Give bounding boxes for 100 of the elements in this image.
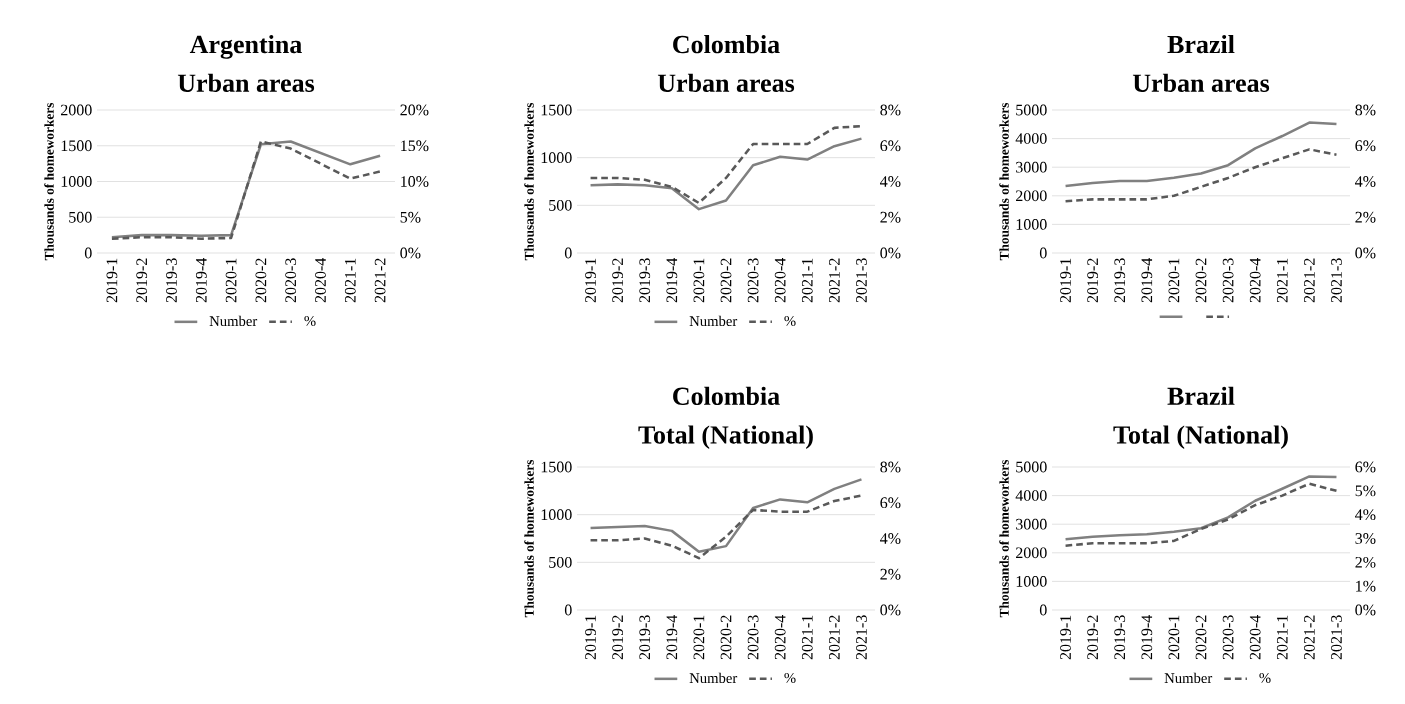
x-tick-label: 2020-2 (255, 258, 267, 303)
legend-label: Number (209, 315, 258, 327)
y-tick-label: 1000 (541, 509, 572, 521)
y-axis-title: Thousands of homeworkers (524, 459, 534, 618)
legend-label: % (784, 672, 796, 683)
x-tick-label: 2020-4 (315, 257, 326, 303)
chart-subtitle: Total (National) (638, 425, 813, 449)
y2-tick-label: 0% (1355, 604, 1376, 616)
legend-label: Number (1164, 672, 1213, 684)
y2-tick-label: 0% (400, 247, 421, 259)
x-tick-label: 2021-3 (1331, 258, 1342, 303)
x-tick-label: 2020-2 (1195, 258, 1207, 303)
line-series (589, 478, 863, 554)
x-tick-label: 2021-1 (344, 258, 356, 303)
legend-label: % (304, 315, 316, 326)
chart-title: Colombia (673, 386, 780, 406)
y-tick-label: 1500 (61, 140, 92, 152)
x-tick-label: 2019-1 (585, 615, 596, 660)
x-tick-label: 2021-2 (374, 258, 386, 303)
chart-title: Argentina (189, 35, 302, 59)
y2-tick-label: 8% (880, 104, 901, 116)
x-tick-label: 2021-2 (1303, 258, 1315, 303)
y-tick-label: 4000 (1015, 133, 1047, 144)
y-tick-label: 1000 (1016, 576, 1047, 587)
y2-tick-label: 0% (1355, 247, 1376, 259)
x-tick-label: 2019-1 (106, 258, 118, 303)
y2-tick-label: 2% (1355, 556, 1376, 568)
x-tick-label: 2020-3 (747, 258, 759, 303)
y2-tick-label: 5% (1355, 485, 1376, 497)
y-tick-label: 500 (69, 211, 92, 223)
y2-tick-label: 2% (880, 211, 901, 223)
legend-label: Number (689, 315, 738, 327)
x-tick-label: 2021-1 (1276, 258, 1288, 303)
x-tick-label: 2021-3 (856, 615, 867, 660)
y2-tick-label: 2% (1355, 211, 1376, 223)
x-tick-label: 2020-4 (1249, 257, 1261, 303)
x-tick-label: 2019-4 (1141, 257, 1153, 303)
x-tick-label: 2020-3 (285, 258, 297, 303)
y2-tick-label: 6% (1355, 140, 1376, 152)
y2-tick-label: 6% (1355, 461, 1376, 473)
x-tick-label: 2020-3 (1222, 615, 1234, 660)
y-tick-label: 0 (84, 247, 92, 259)
x-tick-label: 2020-4 (774, 614, 786, 660)
x-tick-label: 2020-4 (1249, 614, 1261, 660)
x-tick-label: 2019-4 (666, 614, 678, 660)
x-tick-label: 2019-1 (1060, 258, 1071, 303)
y-tick-label: 3000 (1016, 518, 1047, 530)
x-tick-label: 2019-2 (612, 615, 624, 660)
x-tick-label: 2019-3 (1114, 615, 1126, 660)
y2-tick-label: 8% (880, 461, 901, 473)
y2-tick-label: 8% (1355, 104, 1376, 116)
y-tick-label: 1500 (541, 461, 572, 473)
x-tick-label: 2021-1 (1276, 615, 1288, 660)
x-tick-label: 2019-3 (639, 615, 651, 660)
y2-tick-label: 4% (880, 533, 901, 544)
y-tick-label: 1500 (541, 104, 572, 116)
y-axis-title: Thousands of homeworkers (999, 102, 1009, 261)
x-tick-label: 2019-2 (1087, 615, 1099, 660)
x-tick-label: 2019-1 (585, 258, 596, 303)
chart-subtitle: Urban areas (1132, 73, 1270, 92)
x-tick-label: 2020-2 (720, 615, 732, 660)
y-tick-label: 2000 (61, 104, 92, 116)
x-tick-label: 2020-1 (1168, 615, 1180, 660)
y2-tick-label: 0% (880, 247, 901, 259)
x-tick-label: 2020-1 (225, 258, 237, 303)
x-tick-label: 2019-3 (1114, 258, 1126, 303)
y2-tick-label: 1% (1356, 580, 1376, 592)
x-tick-label: 2021-1 (801, 615, 813, 660)
y-tick-label: 2000 (1016, 547, 1047, 559)
y2-tick-label: 20% (400, 104, 429, 116)
line-series (1064, 121, 1338, 188)
y2-tick-label: 6% (880, 140, 901, 152)
y-tick-label: 0 (1039, 604, 1047, 616)
legend-label: Number (689, 672, 738, 684)
y-tick-label: 0 (564, 604, 572, 616)
y-tick-label: 1000 (1016, 219, 1047, 230)
x-tick-label: 2020-4 (774, 257, 786, 303)
y-tick-label: 0 (564, 247, 572, 259)
x-tick-label: 2019-2 (612, 258, 624, 303)
x-tick-label: 2021-2 (828, 258, 840, 303)
y-tick-label: 5000 (1016, 104, 1047, 116)
x-tick-label: 2019-2 (1087, 258, 1099, 303)
x-tick-label: 2020-1 (1168, 258, 1180, 303)
line-series (1064, 475, 1338, 541)
y2-tick-label: 5% (400, 211, 421, 223)
x-tick-label: 2020-3 (747, 615, 759, 660)
y-tick-label: 500 (549, 556, 572, 568)
y-tick-label: 4000 (1015, 490, 1047, 501)
y2-tick-label: 15% (401, 140, 429, 152)
x-tick-label: 2020-2 (720, 258, 732, 303)
line-series (589, 494, 863, 560)
x-tick-label: 2019-1 (1060, 615, 1071, 660)
x-tick-label: 2020-1 (693, 615, 705, 660)
x-tick-label: 2019-4 (666, 257, 678, 303)
x-tick-label: 2021-2 (1303, 615, 1315, 660)
x-tick-label: 2021-3 (856, 258, 867, 303)
chart-subtitle: Urban areas (657, 73, 795, 92)
x-tick-label: 2020-2 (1195, 615, 1207, 660)
legend-label: % (1259, 672, 1271, 683)
y-tick-label: 1000 (61, 176, 92, 187)
